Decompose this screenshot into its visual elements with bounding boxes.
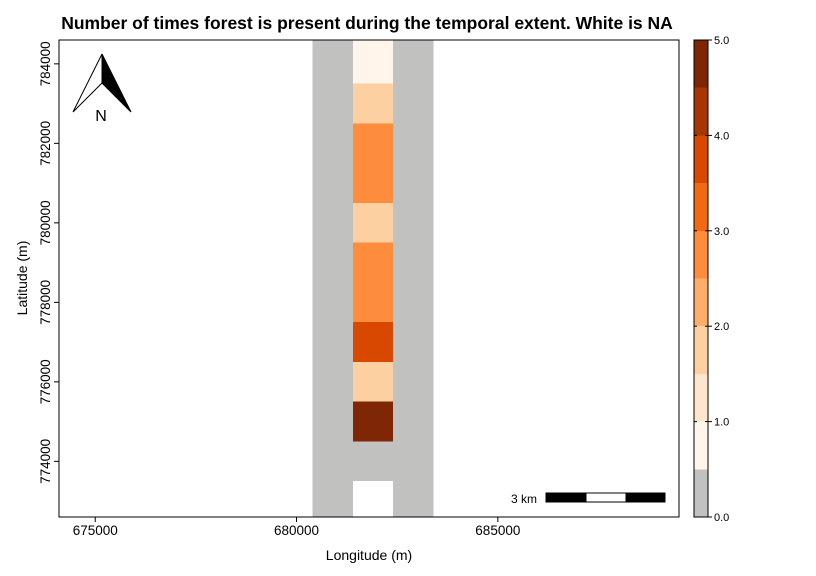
legend-tick-label: 3.0: [714, 226, 729, 238]
plot-area: [312, 40, 434, 517]
y-tick-label: 780000: [38, 200, 53, 245]
y-tick-label: 778000: [38, 280, 53, 325]
legend-swatch: [694, 326, 708, 374]
x-tick-label: 680000: [274, 523, 319, 538]
legend-swatch: [694, 87, 708, 136]
legend-frame: [693, 39, 709, 518]
scale-bar: 3 km: [511, 492, 666, 506]
legend-tick-label: 0.0: [714, 512, 729, 524]
legend-swatch: [694, 421, 708, 470]
scale-bar-segment-3: [625, 492, 666, 503]
scale-bar-segment-2: [585, 492, 627, 503]
legend-swatch: [694, 278, 708, 327]
scale-bar-segment-1: [545, 492, 587, 503]
legend-swatch: [694, 469, 708, 517]
color-legend: 0.0 1.0 2.0 3.0 4.0 5.0: [693, 35, 729, 524]
north-arrow-shaded-half: [101, 53, 132, 113]
raster-cell: [352, 242, 394, 323]
scale-bar-label: 3 km: [511, 492, 537, 506]
y-axis: 774000 776000 778000 780000 782000 784000: [38, 41, 59, 484]
x-tick-label: 685000: [475, 523, 520, 538]
y-tick-label: 782000: [38, 121, 53, 166]
raster-cell: [352, 123, 394, 203]
x-tick-label: 675000: [73, 523, 118, 538]
legend-tick-label: 2.0: [714, 321, 729, 333]
raster-cell: [352, 322, 394, 362]
raster-cell-na: [352, 481, 394, 517]
plot-frame: [58, 39, 680, 518]
raster-cell: [312, 40, 353, 517]
raster-cell: [352, 83, 394, 124]
legend-swatch: [694, 135, 708, 184]
legend-swatch: [694, 230, 708, 279]
y-tick-label: 784000: [38, 41, 53, 86]
north-arrow-label: N: [95, 108, 107, 125]
legend-tick-label: 5.0: [714, 35, 729, 47]
raster-cell: [352, 202, 394, 243]
y-tick-label: 774000: [38, 439, 53, 484]
raster-cell: [393, 40, 434, 517]
raster-cell: [352, 40, 394, 84]
legend-tick-label: 1.0: [714, 417, 729, 429]
y-tick-label: 776000: [38, 359, 53, 404]
raster-cell: [352, 401, 394, 442]
north-arrow: N: [72, 53, 132, 125]
north-arrow-icon: [72, 53, 103, 113]
chart-title: Number of times forest is present during…: [61, 13, 673, 33]
raster-cell: [352, 361, 394, 402]
legend-swatch: [694, 373, 708, 422]
raster-cell: [352, 441, 394, 482]
legend-swatch: [694, 40, 708, 88]
legend-tick-label: 4.0: [714, 130, 729, 142]
legend-swatch: [694, 183, 708, 231]
x-axis: 675000 680000 685000: [73, 517, 520, 538]
y-axis-label: Latitude (m): [14, 241, 30, 316]
x-axis-label: Longitude (m): [326, 547, 412, 563]
